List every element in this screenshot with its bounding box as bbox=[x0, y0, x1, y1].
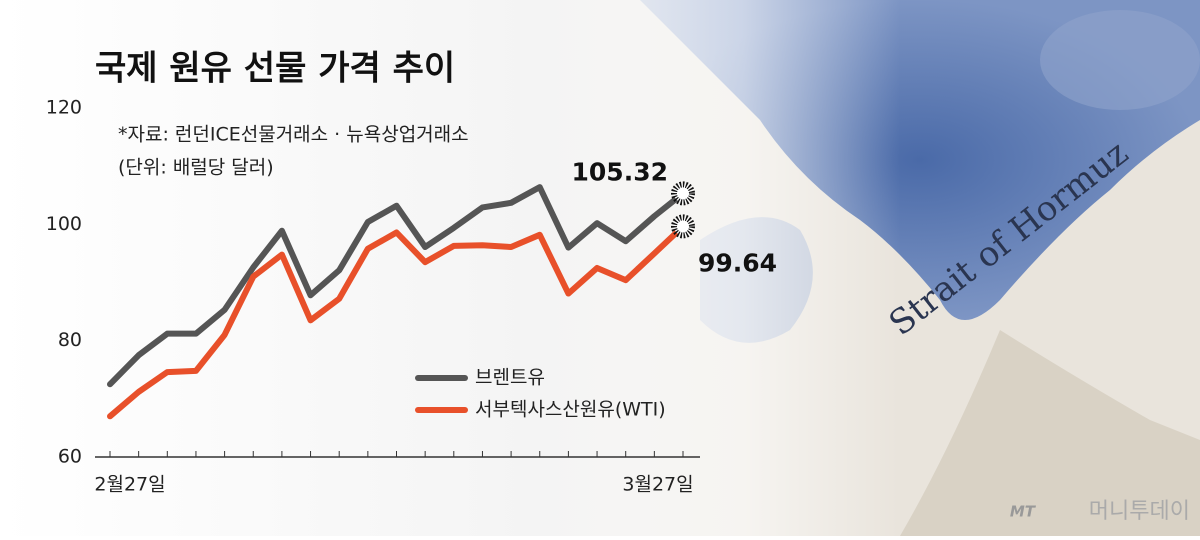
end-marker-core bbox=[680, 223, 686, 230]
line-series bbox=[107, 223, 686, 420]
data-label: 105.32 bbox=[572, 157, 668, 186]
note: (단위: 배럴당 달러) bbox=[118, 157, 274, 179]
legend-label: 서부텍사스산원유(WTI) bbox=[475, 399, 666, 421]
y-tick-label: 120 bbox=[46, 97, 82, 119]
line-series bbox=[107, 184, 686, 388]
x-tick-label: 3월27일 bbox=[622, 474, 693, 496]
y-tick-label: 100 bbox=[46, 213, 82, 235]
note: *자료: 런던ICE선물거래소 · 뉴욕상업거래소 bbox=[118, 124, 469, 146]
chart-title: 국제 원유 선물 가격 추이 bbox=[95, 49, 455, 89]
data-label: 99.64 bbox=[698, 248, 777, 277]
x-tick-label: 2월27일 bbox=[94, 474, 165, 496]
end-marker-core bbox=[680, 190, 686, 197]
y-tick-label: 60 bbox=[58, 446, 82, 468]
legend-label: 브렌트유 bbox=[475, 367, 545, 389]
source-name: 머니투데이 bbox=[1089, 499, 1190, 524]
y-tick-label: 80 bbox=[58, 329, 82, 351]
source-logo: MT bbox=[1010, 503, 1037, 521]
